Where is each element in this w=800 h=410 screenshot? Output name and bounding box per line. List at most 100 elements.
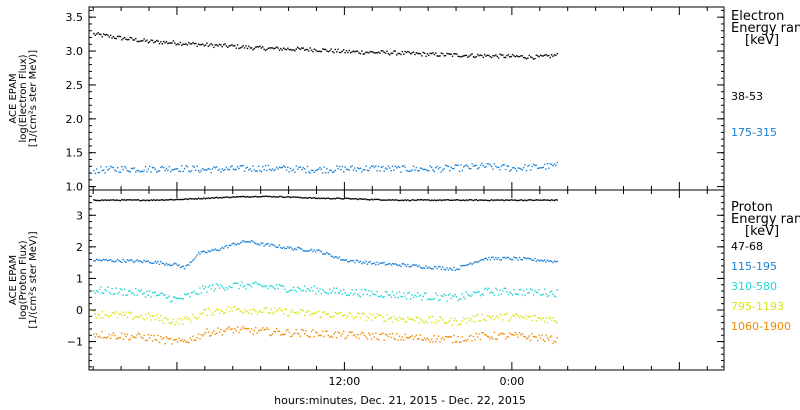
proton-point	[262, 286, 264, 288]
proton-point	[373, 317, 376, 320]
proton-point	[161, 292, 163, 294]
proton-point	[347, 197, 349, 200]
electron-point	[362, 53, 364, 55]
proton-point	[176, 318, 179, 320]
proton-point	[139, 260, 141, 262]
proton-point	[242, 312, 244, 314]
proton-point	[172, 296, 175, 298]
electron-point	[528, 54, 531, 57]
proton-point	[401, 263, 404, 265]
electron-point	[104, 172, 106, 174]
proton-point	[220, 284, 222, 286]
electron-point	[287, 47, 289, 49]
proton-point	[200, 313, 203, 315]
electron-point	[488, 163, 490, 165]
proton-point	[168, 199, 170, 201]
proton-point	[503, 287, 505, 289]
electron-point	[349, 52, 352, 54]
electron-point	[299, 48, 302, 50]
proton-point	[189, 261, 191, 264]
electron-point	[352, 169, 355, 171]
electron-point	[246, 47, 249, 50]
proton-point	[497, 334, 500, 336]
proton-point	[336, 336, 338, 339]
proton-point	[250, 328, 253, 330]
proton-point	[389, 317, 391, 319]
proton-point	[316, 332, 318, 334]
electron-point	[200, 169, 203, 172]
electron-point	[276, 46, 278, 48]
proton-point	[493, 331, 496, 334]
proton-point	[151, 340, 154, 342]
proton-point	[422, 321, 424, 323]
proton-point	[422, 339, 424, 342]
proton-point	[545, 317, 547, 320]
proton-point	[260, 311, 263, 313]
proton-point	[322, 197, 324, 200]
proton-point	[149, 261, 151, 264]
proton-point	[344, 292, 346, 294]
proton-point	[542, 317, 544, 319]
electron-point	[482, 164, 484, 167]
proton-point	[105, 314, 108, 317]
proton-point	[242, 195, 244, 198]
electron-point	[295, 48, 297, 50]
electron-point	[196, 165, 198, 167]
proton-point	[133, 199, 136, 201]
proton-point	[359, 260, 362, 263]
proton-point	[489, 199, 491, 202]
proton-point	[532, 315, 535, 317]
proton-point	[440, 338, 443, 340]
proton-point	[128, 339, 130, 341]
proton-point	[468, 335, 471, 338]
proton-point	[150, 319, 152, 321]
proton-point	[456, 320, 458, 322]
proton-point	[324, 330, 327, 333]
proton-point	[465, 264, 468, 267]
electron-point	[203, 45, 205, 47]
proton-point	[425, 339, 427, 341]
proton-point	[358, 312, 360, 315]
proton-point	[301, 290, 303, 292]
proton-point	[109, 258, 112, 261]
electron-point	[521, 169, 524, 171]
electron-point	[214, 44, 217, 46]
electron-point	[123, 165, 126, 168]
electron-point	[128, 38, 130, 41]
proton-point	[329, 198, 331, 200]
proton-point	[556, 322, 558, 324]
electron-point	[111, 166, 113, 169]
proton-point	[386, 314, 388, 316]
electron-point	[292, 49, 295, 51]
proton-point	[287, 195, 289, 198]
proton-point	[348, 331, 350, 333]
proton-point	[165, 336, 168, 338]
proton-point	[136, 199, 138, 201]
electron-point	[217, 169, 219, 172]
proton-point	[241, 281, 243, 283]
proton-point	[95, 290, 98, 292]
proton-point	[511, 333, 514, 336]
proton-point	[129, 338, 131, 340]
electron-point	[552, 55, 554, 58]
electron-point	[136, 169, 138, 172]
electron-point	[153, 41, 155, 44]
proton-point	[183, 317, 186, 320]
electron-point	[437, 168, 440, 170]
proton-point	[503, 256, 505, 258]
electron-point	[428, 54, 430, 57]
proton-point	[94, 292, 96, 294]
proton-point	[185, 265, 187, 267]
proton-point	[347, 315, 349, 317]
proton-point	[243, 327, 246, 330]
proton-point	[216, 283, 218, 285]
proton-point	[516, 293, 518, 295]
proton-point	[379, 296, 381, 298]
proton-point	[123, 260, 126, 263]
proton-point	[496, 338, 498, 340]
electron-point	[122, 168, 124, 171]
electron-point	[162, 40, 165, 43]
proton-point	[419, 266, 422, 269]
proton-point	[345, 259, 348, 261]
